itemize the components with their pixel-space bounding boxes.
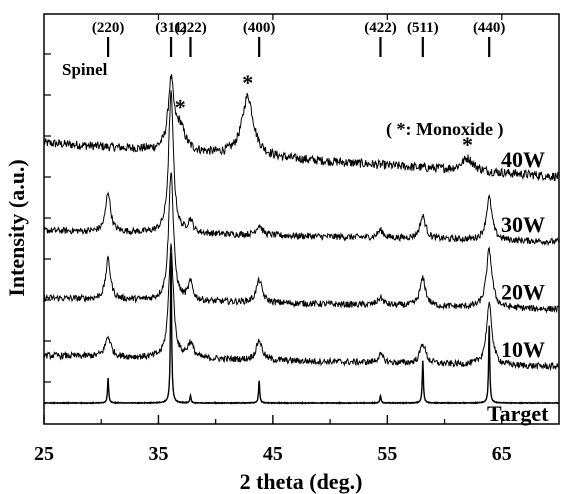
series-line <box>43 252 560 406</box>
x-axis-label: 2 theta (deg.) <box>240 469 363 494</box>
x-tick-label: 45 <box>263 443 283 465</box>
x-tick-label: 35 <box>148 443 168 465</box>
series-line <box>43 243 560 372</box>
series-label: 10W <box>501 337 545 362</box>
spinel-reference: (220) (311)(222) (400) (422) (511) (440) <box>92 20 506 57</box>
spinel-hkl-label: (311) <box>155 20 187 36</box>
y-axis-label: Intensity (a.u.) <box>4 159 29 297</box>
x-tick-label: 65 <box>492 443 512 465</box>
x-axis: 25 35 45 55 65 <box>34 14 512 465</box>
x-tick-label: 25 <box>34 443 54 465</box>
spinel-label: Spinel <box>62 60 108 79</box>
series-line <box>43 90 560 247</box>
series-label: 40W <box>501 147 545 172</box>
spinel-hkl-label: (400) <box>243 20 276 36</box>
series-label: 30W <box>501 212 545 237</box>
spinel-hkl-label: (222) <box>174 20 207 36</box>
monoxide-markers: * * * <box>175 70 473 157</box>
series-label: Target <box>487 401 549 426</box>
spinel-hkl-label: (220) <box>92 20 125 36</box>
series-line <box>43 74 560 182</box>
plot-frame <box>43 13 560 425</box>
monoxide-legend: ( *: Monoxide ) <box>386 119 503 140</box>
monoxide-star-marker: * <box>462 132 473 157</box>
monoxide-star-marker: * <box>242 70 253 95</box>
series-group: 40W 30W 20W 10W Target <box>43 74 560 426</box>
spinel-hkl-label: (422) <box>364 20 397 36</box>
series-line <box>43 172 560 314</box>
y-axis <box>44 53 51 383</box>
series-label: 20W <box>501 279 545 304</box>
x-tick-label: 55 <box>377 443 397 465</box>
spinel-hkl-label: (440) <box>473 20 506 36</box>
spinel-hkl-label: (511) <box>407 20 439 36</box>
monoxide-star-marker: * <box>175 94 186 119</box>
